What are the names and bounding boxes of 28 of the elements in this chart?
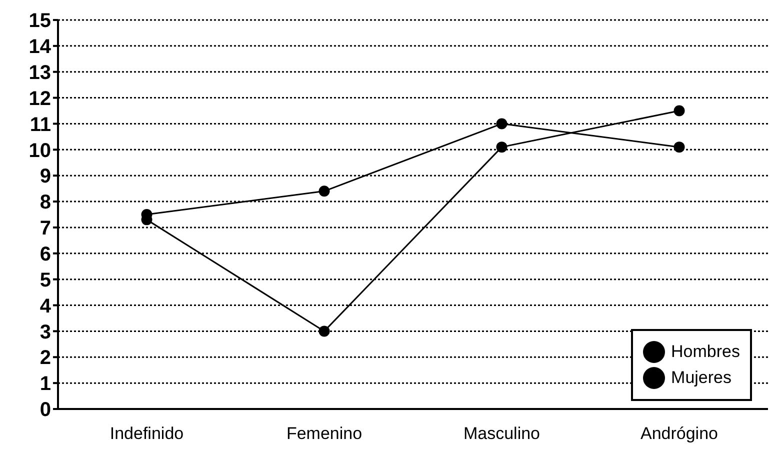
point bbox=[496, 118, 508, 130]
point bbox=[318, 186, 330, 197]
y-tick-label: 10 bbox=[28, 140, 51, 162]
x-tick-label: Andrógino bbox=[640, 424, 718, 444]
point bbox=[674, 105, 685, 116]
y-tick-label: 4 bbox=[40, 295, 52, 318]
y-tick-label: 14 bbox=[28, 36, 52, 58]
y-tick-label: 12 bbox=[28, 88, 51, 110]
y-tick-label: 5 bbox=[40, 269, 51, 292]
y-tick-label: 11 bbox=[30, 114, 51, 136]
y-tick-label: 6 bbox=[40, 244, 51, 266]
y-tick-label: 1 bbox=[40, 373, 51, 396]
legend-label: Hombres bbox=[671, 342, 740, 362]
legend-label: Mujeres bbox=[671, 368, 732, 388]
point bbox=[674, 142, 685, 153]
y-tick-label: 8 bbox=[40, 192, 51, 214]
y-tick-label: 7 bbox=[40, 218, 51, 240]
point bbox=[318, 326, 330, 337]
point bbox=[496, 142, 508, 153]
x-tick-label: Indefinido bbox=[110, 424, 184, 444]
y-tick-label: 13 bbox=[28, 62, 51, 84]
x-tick-label: Masculino bbox=[463, 424, 540, 444]
y-tick-label: 3 bbox=[40, 321, 51, 344]
y-tick-label: 15 bbox=[28, 10, 51, 32]
y-tick-label: 2 bbox=[40, 347, 51, 370]
x-tick-label: Femenino bbox=[286, 424, 362, 444]
y-tick-label: 0 bbox=[40, 399, 51, 422]
y-tick-label: 9 bbox=[40, 166, 51, 188]
